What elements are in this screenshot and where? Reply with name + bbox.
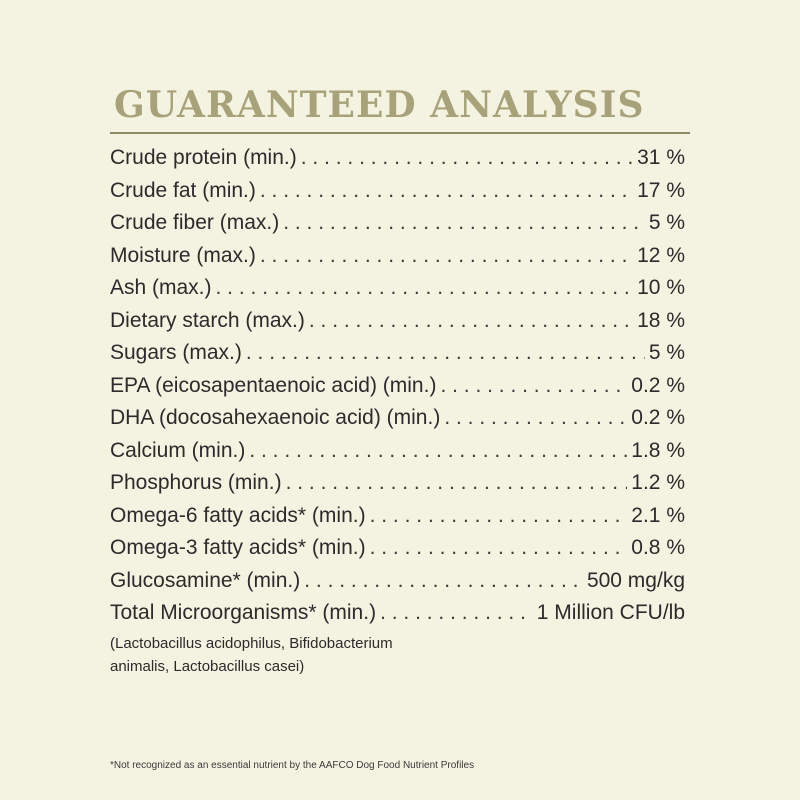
analysis-row-crude-fiber: Crude fiber (max.) 5 % (110, 207, 685, 240)
dot-leader (309, 305, 633, 338)
footnote: *Not recognized as an essential nutrient… (110, 760, 475, 771)
dot-leader (216, 272, 634, 305)
dot-leader (286, 467, 628, 500)
row-label: Moisture (max.) (110, 243, 256, 267)
microorganisms-note: (Lactobacillus acidophilus, Bifidobacter… (110, 634, 393, 675)
analysis-row-ash: Ash (max.) 10 % (110, 272, 685, 305)
analysis-list: Crude protein (min.) 31 % Crude fat (min… (110, 142, 685, 678)
dot-leader (249, 435, 627, 468)
row-value: 1 Million CFU/lb (536, 601, 685, 624)
row-value: 0.8 % (631, 536, 685, 559)
analysis-row-epa: EPA (eicosapentaenoic acid) (min.) 0.2 % (110, 370, 685, 403)
analysis-row-omega-3: Omega-3 fatty acids* (min.) 0.8 % (110, 532, 685, 565)
dot-leader (440, 370, 627, 403)
row-value: 5 % (648, 341, 685, 364)
analysis-row-phosphorus: Phosphorus (min.) 1.2 % (110, 467, 685, 500)
analysis-row-omega-6: Omega-6 fatty acids* (min.) 2.1 % (110, 500, 685, 533)
row-label: Omega-6 fatty acids* (min.) (110, 503, 366, 527)
analysis-row-moisture: Moisture (max.) 12 % (110, 240, 685, 273)
row-label: Glucosamine* (min.) (110, 568, 301, 592)
analysis-row-calcium: Calcium (min.) 1.8 % (110, 435, 685, 468)
analysis-row-dietary-starch: Dietary starch (max.) 18 % (110, 305, 685, 338)
row-label: Sugars (max.) (110, 341, 242, 364)
row-label: DHA (docosahexaenoic acid) (min.) (110, 406, 441, 429)
dot-leader (304, 565, 583, 598)
row-value: 1.2 % (631, 471, 685, 494)
row-value: 2.1 % (631, 503, 685, 527)
row-label: Omega-3 fatty acids* (min.) (110, 536, 366, 559)
dot-leader (260, 175, 633, 208)
row-value: 12 % (637, 243, 685, 267)
row-label: Calcium (min.) (110, 438, 246, 462)
row-value: 18 % (637, 308, 685, 332)
analysis-row-crude-protein: Crude protein (min.) 31 % (110, 142, 685, 175)
row-label: Total Microorganisms* (min.) (110, 601, 377, 624)
dot-leader (301, 142, 633, 175)
row-label: Crude protein (min.) (110, 146, 297, 169)
analysis-row-glucosamine: Glucosamine* (min.) 500 mg/kg (110, 565, 685, 598)
guaranteed-analysis-panel: GUARANTEED ANALYSIS Crude protein (min.)… (110, 80, 690, 678)
row-value: 0.2 % (631, 406, 685, 429)
page-title: GUARANTEED ANALYSIS (114, 84, 645, 126)
row-label: Ash (max.) (110, 276, 212, 299)
dot-leader (370, 532, 628, 565)
dot-leader (260, 240, 633, 273)
row-label: Dietary starch (max.) (110, 308, 305, 332)
analysis-row-sugars: Sugars (max.) 5 % (110, 337, 685, 370)
row-label: Phosphorus (min.) (110, 471, 282, 494)
analysis-row-dha: DHA (docosahexaenoic acid) (min.) 0.2 % (110, 402, 685, 435)
analysis-row-total-microorganisms: Total Microorganisms* (min.) 1 Million C… (110, 597, 685, 630)
row-value: 10 % (637, 276, 685, 299)
dot-leader (380, 597, 533, 630)
dot-leader (246, 337, 645, 370)
row-label: EPA (eicosapentaenoic acid) (min.) (110, 373, 437, 397)
dot-leader (444, 402, 627, 435)
row-value: 500 mg/kg (586, 568, 685, 592)
row-value: 0.2 % (631, 373, 685, 397)
row-label: Crude fat (min.) (110, 178, 256, 202)
title-divider (110, 132, 690, 134)
row-value: 31 % (637, 146, 685, 169)
row-label: Crude fiber (max.) (110, 211, 280, 234)
analysis-row-crude-fat: Crude fat (min.) 17 % (110, 175, 685, 208)
dot-leader (283, 207, 645, 240)
row-value: 5 % (648, 211, 685, 234)
row-value: 1.8 % (631, 438, 685, 462)
row-value: 17 % (637, 178, 685, 202)
dot-leader (370, 500, 628, 533)
